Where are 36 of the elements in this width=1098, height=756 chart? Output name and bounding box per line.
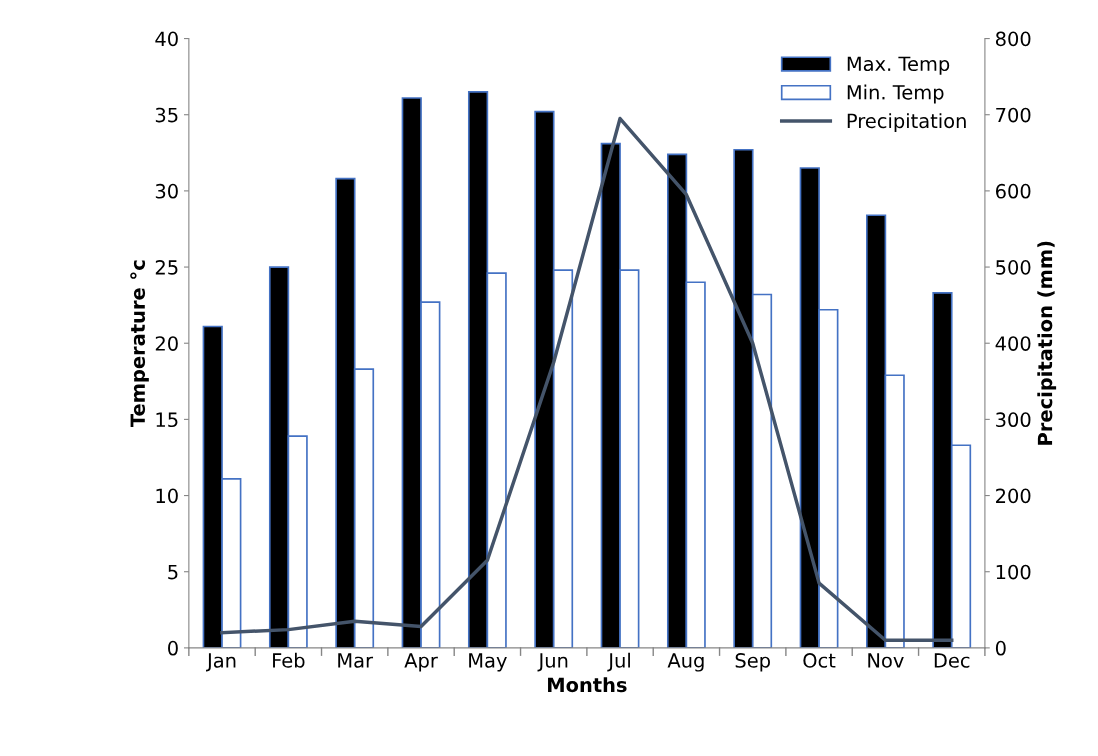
x-tick-label: Aug [667,653,704,672]
y2-tick-label: 800 [995,31,1031,47]
legend-label: Precipitation [847,113,966,132]
y-tick-label: 5 [168,564,178,580]
legend-label: Max. Temp [847,56,950,75]
x-tick-label: Jun [537,653,568,672]
x-tick-label: Feb [273,652,305,668]
x-tick-label: Dec [934,653,970,668]
x-axis-title: Months [548,677,627,693]
x-tick-label: May [469,653,507,672]
y2-tick-label: 400 [995,336,1031,351]
x-tick-label: Mar [338,653,374,668]
y-tick-label: 40 [155,31,178,47]
y2-tick-label: 600 [995,183,1031,199]
x-tick-label: Apr [404,653,438,672]
y-tick-label: 0 [168,640,178,656]
y2-tick-label: 300 [996,412,1031,428]
x-tick-label: Nov [868,653,904,668]
y-axis-title: Temperature °c [130,260,149,428]
x-tick-label: Oct [803,653,836,668]
y2-tick-label: 100 [996,564,1031,580]
y2-tick-label: 0 [995,640,1006,656]
y-tick-label: 30 [155,183,178,199]
y-tick-label: 15 [156,412,178,428]
legend-label: Min. Temp [847,84,944,104]
y-tick-label: 10 [156,488,178,504]
y2-tick-label: 200 [996,488,1031,504]
y-tick-label: 35 [155,107,178,123]
x-tick-label: Sep [735,653,770,672]
y2-tick-label: 500 [996,260,1031,275]
x-tick-label: Jul [607,652,630,672]
y2-tick-label: 700 [996,107,1031,123]
y-tick-label: 25 [155,260,178,275]
y-tick-label: 20 [155,336,178,351]
y2-axis-title: Precipitation (mm) [1037,241,1057,445]
x-tick-label: Jan [206,653,236,672]
